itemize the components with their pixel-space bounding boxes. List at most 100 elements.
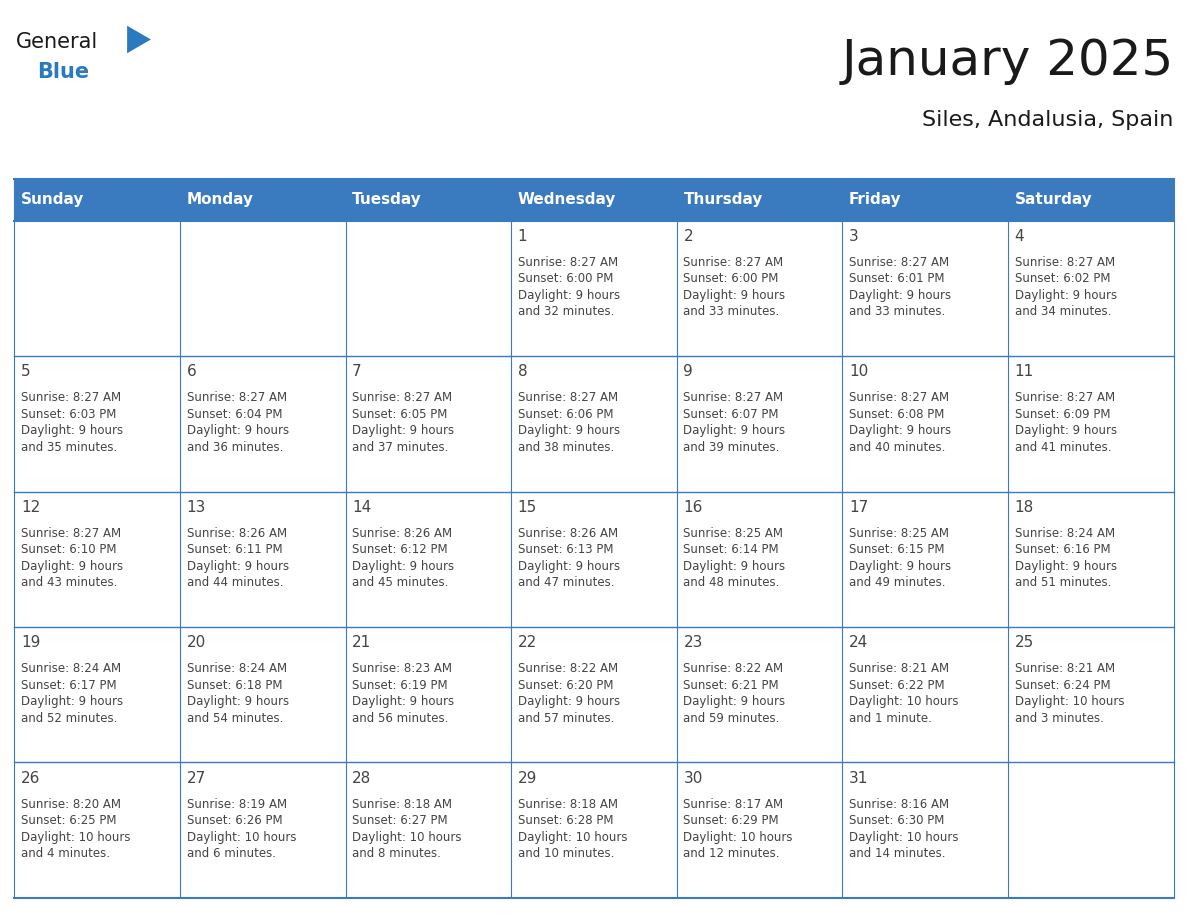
Text: 31: 31 [849,770,868,786]
Bar [14,627,179,762]
Bar [842,762,1009,898]
Bar [346,491,511,627]
Text: 29: 29 [518,770,537,786]
Text: General: General [15,32,97,52]
Text: 12: 12 [21,499,40,515]
Bar [1009,491,1174,627]
Text: 30: 30 [683,770,703,786]
Bar [511,179,677,220]
Text: Sunrise: 8:27 AM
Sunset: 6:10 PM
Daylight: 9 hours
and 43 minutes.: Sunrise: 8:27 AM Sunset: 6:10 PM Dayligh… [21,527,124,589]
Text: 7: 7 [352,364,362,379]
Text: Sunrise: 8:27 AM
Sunset: 6:00 PM
Daylight: 9 hours
and 32 minutes.: Sunrise: 8:27 AM Sunset: 6:00 PM Dayligh… [518,256,620,319]
Text: 9: 9 [683,364,693,379]
Text: Sunrise: 8:26 AM
Sunset: 6:13 PM
Daylight: 9 hours
and 47 minutes.: Sunrise: 8:26 AM Sunset: 6:13 PM Dayligh… [518,527,620,589]
Bar [511,491,677,627]
Text: 28: 28 [352,770,372,786]
Bar [677,179,842,220]
Text: 6: 6 [187,364,196,379]
Bar [677,491,842,627]
Bar [511,220,677,356]
Text: 21: 21 [352,635,372,650]
Bar [346,762,511,898]
Text: Sunrise: 8:19 AM
Sunset: 6:26 PM
Daylight: 10 hours
and 6 minutes.: Sunrise: 8:19 AM Sunset: 6:26 PM Dayligh… [187,798,296,860]
Bar [14,762,179,898]
Bar [14,491,179,627]
Text: Siles, Andalusia, Spain: Siles, Andalusia, Spain [922,110,1174,130]
Text: Wednesday: Wednesday [518,193,617,207]
Text: Sunrise: 8:27 AM
Sunset: 6:05 PM
Daylight: 9 hours
and 37 minutes.: Sunrise: 8:27 AM Sunset: 6:05 PM Dayligh… [352,391,454,453]
Bar [346,356,511,491]
Text: Sunrise: 8:27 AM
Sunset: 6:01 PM
Daylight: 9 hours
and 33 minutes.: Sunrise: 8:27 AM Sunset: 6:01 PM Dayligh… [849,256,952,319]
Text: 23: 23 [683,635,703,650]
Text: Sunrise: 8:27 AM
Sunset: 6:02 PM
Daylight: 9 hours
and 34 minutes.: Sunrise: 8:27 AM Sunset: 6:02 PM Dayligh… [1015,256,1117,319]
Text: Tuesday: Tuesday [352,193,422,207]
Text: 19: 19 [21,635,40,650]
Text: Sunrise: 8:27 AM
Sunset: 6:06 PM
Daylight: 9 hours
and 38 minutes.: Sunrise: 8:27 AM Sunset: 6:06 PM Dayligh… [518,391,620,453]
Bar [1009,762,1174,898]
Text: 10: 10 [849,364,868,379]
Bar [179,356,346,491]
Bar [1009,220,1174,356]
Text: Sunrise: 8:21 AM
Sunset: 6:22 PM
Daylight: 10 hours
and 1 minute.: Sunrise: 8:21 AM Sunset: 6:22 PM Dayligh… [849,662,959,724]
Bar [1009,356,1174,491]
Text: Sunrise: 8:24 AM
Sunset: 6:17 PM
Daylight: 9 hours
and 52 minutes.: Sunrise: 8:24 AM Sunset: 6:17 PM Dayligh… [21,662,124,724]
Bar [346,627,511,762]
Bar [1009,627,1174,762]
Text: Sunrise: 8:24 AM
Sunset: 6:18 PM
Daylight: 9 hours
and 54 minutes.: Sunrise: 8:24 AM Sunset: 6:18 PM Dayligh… [187,662,289,724]
Text: 5: 5 [21,364,31,379]
Text: Sunrise: 8:18 AM
Sunset: 6:27 PM
Daylight: 10 hours
and 8 minutes.: Sunrise: 8:18 AM Sunset: 6:27 PM Dayligh… [352,798,462,860]
Text: 22: 22 [518,635,537,650]
Text: Sunrise: 8:27 AM
Sunset: 6:09 PM
Daylight: 9 hours
and 41 minutes.: Sunrise: 8:27 AM Sunset: 6:09 PM Dayligh… [1015,391,1117,453]
Bar [14,220,179,356]
Bar [511,627,677,762]
Bar [1009,179,1174,220]
Text: Sunrise: 8:17 AM
Sunset: 6:29 PM
Daylight: 10 hours
and 12 minutes.: Sunrise: 8:17 AM Sunset: 6:29 PM Dayligh… [683,798,792,860]
Bar [842,356,1009,491]
Text: 8: 8 [518,364,527,379]
Text: 3: 3 [849,229,859,244]
Bar [511,356,677,491]
Bar [179,491,346,627]
Bar [179,220,346,356]
Text: 14: 14 [352,499,372,515]
Text: 20: 20 [187,635,206,650]
Text: Sunrise: 8:26 AM
Sunset: 6:11 PM
Daylight: 9 hours
and 44 minutes.: Sunrise: 8:26 AM Sunset: 6:11 PM Dayligh… [187,527,289,589]
Text: Sunrise: 8:16 AM
Sunset: 6:30 PM
Daylight: 10 hours
and 14 minutes.: Sunrise: 8:16 AM Sunset: 6:30 PM Dayligh… [849,798,959,860]
Text: Sunrise: 8:26 AM
Sunset: 6:12 PM
Daylight: 9 hours
and 45 minutes.: Sunrise: 8:26 AM Sunset: 6:12 PM Dayligh… [352,527,454,589]
Text: Sunrise: 8:24 AM
Sunset: 6:16 PM
Daylight: 9 hours
and 51 minutes.: Sunrise: 8:24 AM Sunset: 6:16 PM Dayligh… [1015,527,1117,589]
Bar [842,627,1009,762]
Bar [346,220,511,356]
Bar [346,179,511,220]
Text: Sunday: Sunday [21,193,84,207]
Text: Sunrise: 8:27 AM
Sunset: 6:04 PM
Daylight: 9 hours
and 36 minutes.: Sunrise: 8:27 AM Sunset: 6:04 PM Dayligh… [187,391,289,453]
Text: 1: 1 [518,229,527,244]
Bar [842,491,1009,627]
Bar [14,356,179,491]
Text: 18: 18 [1015,499,1034,515]
Bar [179,762,346,898]
Text: 26: 26 [21,770,40,786]
Text: 2: 2 [683,229,693,244]
Polygon shape [127,26,151,53]
Text: 4: 4 [1015,229,1024,244]
Text: Monday: Monday [187,193,253,207]
Text: Sunrise: 8:18 AM
Sunset: 6:28 PM
Daylight: 10 hours
and 10 minutes.: Sunrise: 8:18 AM Sunset: 6:28 PM Dayligh… [518,798,627,860]
Bar [14,179,179,220]
Text: Thursday: Thursday [683,193,763,207]
Bar [677,220,842,356]
Bar [842,220,1009,356]
Text: 25: 25 [1015,635,1034,650]
Text: 16: 16 [683,499,703,515]
Text: Sunrise: 8:21 AM
Sunset: 6:24 PM
Daylight: 10 hours
and 3 minutes.: Sunrise: 8:21 AM Sunset: 6:24 PM Dayligh… [1015,662,1124,724]
Text: 13: 13 [187,499,206,515]
Text: 24: 24 [849,635,868,650]
Bar [677,627,842,762]
Text: Sunrise: 8:22 AM
Sunset: 6:20 PM
Daylight: 9 hours
and 57 minutes.: Sunrise: 8:22 AM Sunset: 6:20 PM Dayligh… [518,662,620,724]
Bar [511,762,677,898]
Text: Sunrise: 8:27 AM
Sunset: 6:07 PM
Daylight: 9 hours
and 39 minutes.: Sunrise: 8:27 AM Sunset: 6:07 PM Dayligh… [683,391,785,453]
Bar [179,627,346,762]
Text: Sunrise: 8:27 AM
Sunset: 6:08 PM
Daylight: 9 hours
and 40 minutes.: Sunrise: 8:27 AM Sunset: 6:08 PM Dayligh… [849,391,952,453]
Text: Blue: Blue [37,62,89,82]
Text: Sunrise: 8:25 AM
Sunset: 6:14 PM
Daylight: 9 hours
and 48 minutes.: Sunrise: 8:25 AM Sunset: 6:14 PM Dayligh… [683,527,785,589]
Text: January 2025: January 2025 [841,37,1174,84]
